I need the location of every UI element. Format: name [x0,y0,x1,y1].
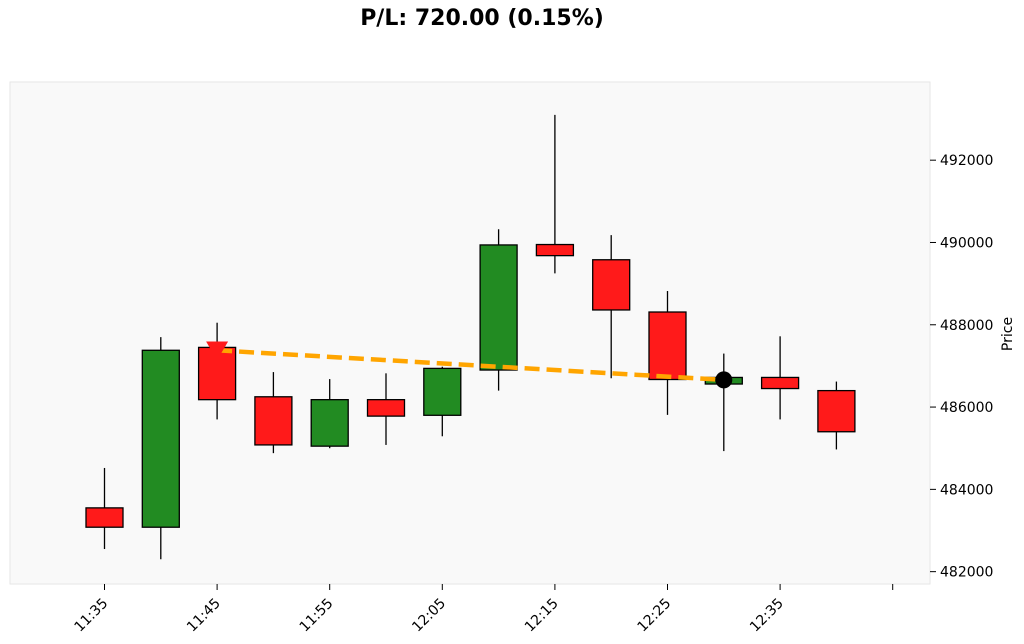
x-axis: 11:35 11:45 11:55 12:05 12:15 12:25 12:35 [71,584,894,636]
entry-marker [206,341,229,361]
candle-body-down [817,389,856,433]
x-tick-label: 12:15 [522,596,562,636]
x-tick-label: 11:35 [71,596,111,636]
candle-body-up [141,349,180,528]
y-axis: 482000 484000 486000 488000 490000 492000 [930,153,993,581]
x-tick-label: 12:35 [747,596,787,636]
candle-body-down [648,311,687,381]
x-tick-label: 12:25 [634,596,674,636]
candle-body-down [254,396,293,446]
trade-line [216,348,724,383]
y-tick-label: 484000 [940,482,993,498]
x-tick-label: 11:45 [184,596,224,636]
candle-body-down [535,243,575,257]
candle-body-down [760,376,800,390]
candle-body-up [310,399,349,447]
chart-title: P/L: 720.00 (0.15%) [360,6,604,31]
trade-overlay-group [206,341,733,389]
y-tick-label: 488000 [940,318,993,334]
candle-body-down [366,399,406,417]
y-tick-label: 490000 [940,235,993,251]
candle-body-up [479,244,518,371]
candle-bodies-group [85,243,856,528]
exit-marker [715,371,733,389]
candle-body-down [592,259,631,311]
y-tick-label: 486000 [940,400,993,416]
candle-body-down [85,507,124,528]
candle-body-up [423,367,462,416]
x-tick-label: 12:05 [409,596,449,636]
y-tick-label: 492000 [940,153,993,169]
x-tick-label: 11:55 [297,596,337,636]
y-tick-label: 482000 [940,565,993,581]
y-axis-label: Price [1000,317,1016,351]
